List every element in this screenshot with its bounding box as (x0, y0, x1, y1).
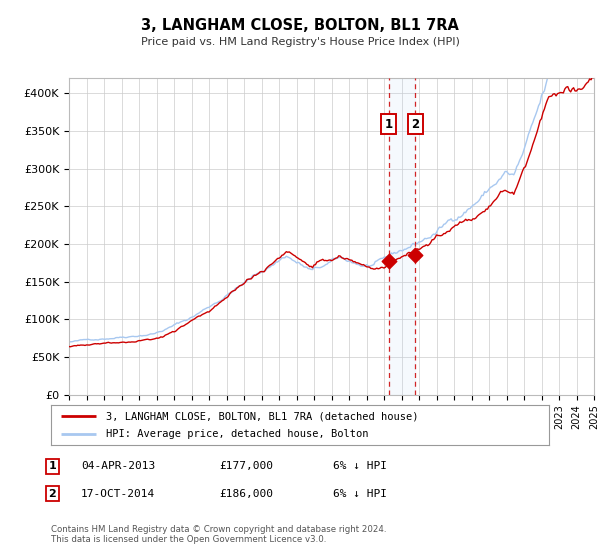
Text: 2: 2 (411, 118, 419, 131)
Text: 6% ↓ HPI: 6% ↓ HPI (333, 461, 387, 472)
Text: HPI: Average price, detached house, Bolton: HPI: Average price, detached house, Bolt… (106, 430, 368, 439)
Point (384, 257, 394, 266)
Text: 3, LANGHAM CLOSE, BOLTON, BL1 7RA (detached house): 3, LANGHAM CLOSE, BOLTON, BL1 7RA (detac… (106, 411, 418, 421)
Text: 3, LANGHAM CLOSE, BOLTON, BL1 7RA: 3, LANGHAM CLOSE, BOLTON, BL1 7RA (141, 18, 459, 32)
Text: 1: 1 (49, 461, 56, 472)
Text: Contains HM Land Registry data © Crown copyright and database right 2024.
This d: Contains HM Land Registry data © Crown c… (51, 525, 386, 544)
Text: £186,000: £186,000 (219, 489, 273, 499)
Text: 17-OCT-2014: 17-OCT-2014 (81, 489, 155, 499)
Text: 1: 1 (385, 118, 393, 131)
Text: 04-APR-2013: 04-APR-2013 (81, 461, 155, 472)
Text: 6% ↓ HPI: 6% ↓ HPI (333, 489, 387, 499)
Text: Price paid vs. HM Land Registry's House Price Index (HPI): Price paid vs. HM Land Registry's House … (140, 37, 460, 47)
Bar (389, 78, 415, 395)
Text: £177,000: £177,000 (219, 461, 273, 472)
Text: 2: 2 (49, 489, 56, 499)
Point (410, 250, 420, 259)
